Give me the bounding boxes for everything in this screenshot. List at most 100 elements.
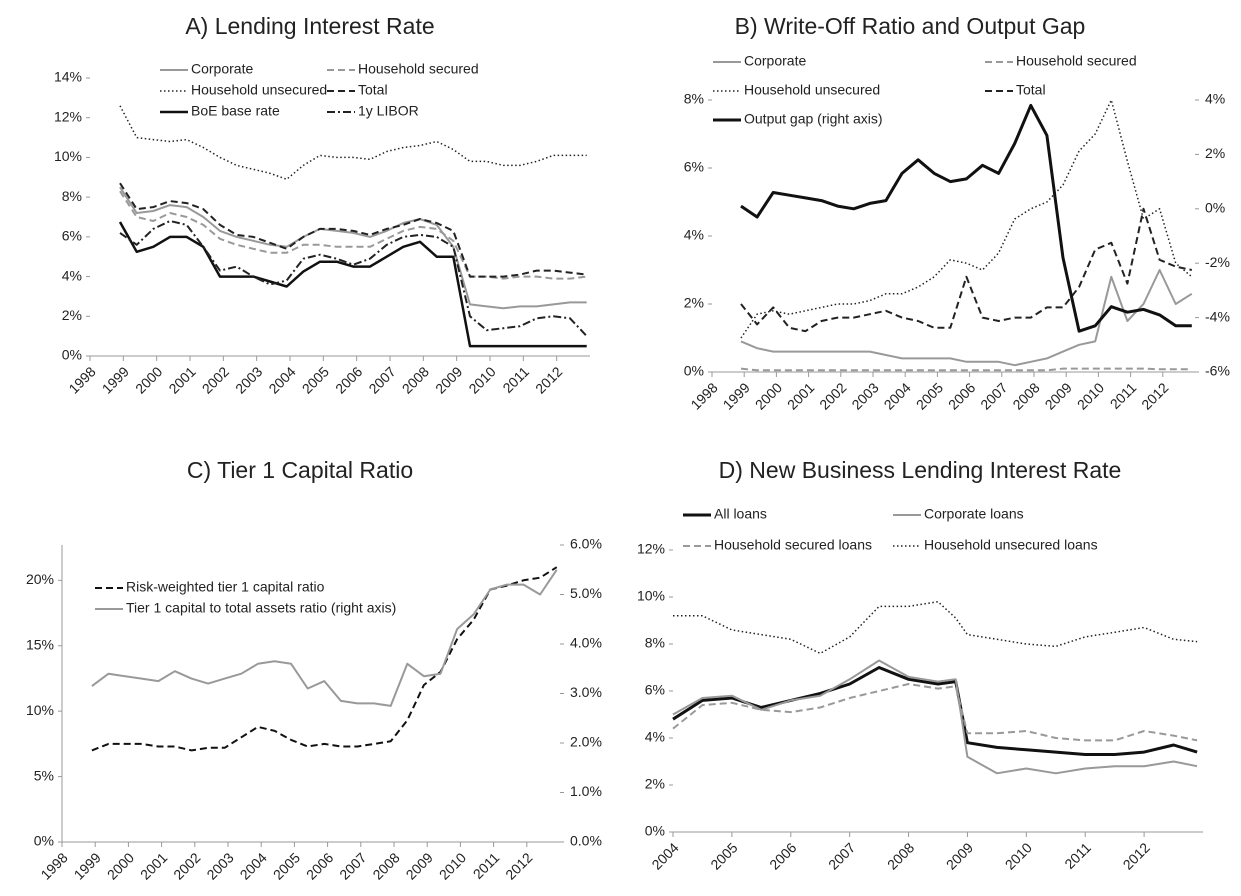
- series-line: [91, 566, 558, 752]
- legend-label: Household secured: [358, 61, 479, 77]
- series-line: [119, 186, 587, 310]
- y-tick-label: 2%: [645, 776, 665, 792]
- y-tick-label: 2%: [62, 307, 82, 323]
- x-tick-label: 2002: [199, 363, 232, 396]
- y2-tick-label: 4%: [1205, 91, 1225, 107]
- x-tick-label: 2008: [369, 849, 402, 882]
- series-line: [673, 600, 1198, 655]
- series-line: [672, 683, 1198, 742]
- y2-tick-label: 2.0%: [570, 734, 602, 750]
- series-line: [740, 367, 1192, 372]
- y2-tick-label: 6.0%: [570, 536, 602, 552]
- x-tick-label: 2007: [825, 839, 858, 872]
- series-line: [740, 99, 1193, 339]
- y2-tick-label: -6%: [1205, 363, 1230, 379]
- legend-label: Tier 1 capital to total assets ratio (ri…: [126, 600, 396, 616]
- x-tick-label: 2002: [816, 379, 849, 412]
- x-tick-label: 2006: [945, 379, 978, 412]
- legend-label: Household unsecured loans: [924, 537, 1098, 553]
- legend-label: Total: [1016, 82, 1046, 98]
- x-tick-label: 2000: [752, 379, 785, 412]
- x-tick-label: 2005: [913, 379, 946, 412]
- x-tick-label: 1998: [687, 379, 720, 412]
- legend-label: Household secured loans: [714, 537, 872, 553]
- x-tick-label: 2004: [881, 379, 914, 412]
- x-tick-label: 2006: [332, 363, 365, 396]
- x-tick-label: 2009: [943, 839, 976, 872]
- panel-title: A) Lending Interest Rate: [185, 13, 434, 39]
- x-tick-label: 2011: [1061, 839, 1094, 872]
- series-line: [740, 207, 1193, 333]
- x-tick-label: 2005: [707, 839, 740, 872]
- legend-label: Total: [358, 82, 388, 98]
- legend-label: Risk-weighted tier 1 capital ratio: [126, 579, 325, 595]
- x-tick-label: 2007: [365, 363, 398, 396]
- y-tick-label: 0%: [34, 833, 54, 849]
- series-line: [91, 569, 558, 707]
- x-tick-label: 2006: [766, 839, 799, 872]
- x-tick-label: 1999: [720, 379, 753, 412]
- x-tick-label: 2001: [137, 849, 170, 882]
- series-line: [672, 659, 1198, 775]
- y-tick-label: 10%: [54, 148, 82, 164]
- x-tick-label: 2011: [1107, 379, 1140, 412]
- legend-label: Corporate: [191, 61, 253, 77]
- x-tick-label: 2003: [848, 379, 881, 412]
- panel-title: C) Tier 1 Capital Ratio: [187, 457, 413, 483]
- legend-label: Corporate loans: [924, 506, 1024, 522]
- y2-tick-label: -2%: [1205, 254, 1230, 270]
- series-line: [119, 220, 588, 337]
- x-tick-label: 2006: [303, 849, 336, 882]
- y2-tick-label: 1.0%: [570, 783, 602, 799]
- series-line: [118, 221, 587, 348]
- x-tick-label: 2012: [532, 363, 565, 396]
- y-tick-label: 8%: [684, 91, 704, 107]
- y-tick-label: 20%: [26, 571, 54, 587]
- x-tick-label: 2005: [270, 849, 303, 882]
- x-tick-label: 1999: [71, 849, 104, 882]
- y-tick-label: 5%: [34, 767, 54, 783]
- series-line: [672, 666, 1198, 756]
- x-tick-label: 2004: [648, 839, 681, 872]
- y-tick-label: 6%: [645, 682, 665, 698]
- x-tick-label: 2003: [203, 849, 236, 882]
- series-line: [740, 269, 1193, 367]
- y-tick-label: 4%: [62, 267, 82, 283]
- x-tick-label: 2004: [237, 849, 270, 882]
- x-tick-label: 1998: [65, 363, 98, 396]
- panel: D) New Business Lending Interest Rate0%2…: [637, 457, 1203, 873]
- series-line: [740, 103, 1192, 333]
- x-tick-label: 2011: [499, 363, 532, 396]
- panel-title: B) Write-Off Ratio and Output Gap: [735, 13, 1086, 39]
- x-tick-label: 2000: [132, 363, 165, 396]
- y-tick-label: 6%: [62, 228, 82, 244]
- legend-label: Household secured: [1016, 53, 1137, 69]
- x-tick-label: 2009: [432, 363, 465, 396]
- legend-label: BoE base rate: [191, 103, 280, 119]
- x-tick-label: 2002: [170, 849, 203, 882]
- x-tick-label: 2012: [502, 849, 535, 882]
- x-tick-label: 2008: [399, 363, 432, 396]
- y2-tick-label: -4%: [1205, 308, 1230, 324]
- panel: A) Lending Interest Rate 0% 2% 4% 6% 8% 10% 12%…: [54, 13, 590, 397]
- x-tick-label: 2010: [1074, 379, 1107, 412]
- x-tick-label: 2012: [1138, 379, 1171, 412]
- x-tick-label: 2007: [977, 379, 1010, 412]
- x-tick-label: 1998: [37, 849, 70, 882]
- y-tick-label: 0%: [645, 823, 665, 839]
- series-line: [119, 182, 587, 278]
- x-tick-label: 2009: [403, 849, 436, 882]
- x-tick-label: 2005: [299, 363, 332, 396]
- y2-tick-label: 0%: [1205, 200, 1225, 216]
- legend-label: Output gap (right axis): [744, 111, 883, 127]
- legend-label: Corporate: [744, 53, 806, 69]
- y2-tick-label: 0.0%: [570, 833, 602, 849]
- x-tick-label: 2008: [1009, 379, 1042, 412]
- y-tick-label: 12%: [54, 108, 82, 124]
- x-tick-label: 2008: [884, 839, 917, 872]
- x-tick-label: 2010: [1002, 839, 1035, 872]
- y-tick-label: 0%: [62, 347, 82, 363]
- x-tick-label: 2007: [336, 849, 369, 882]
- x-tick-label: 2010: [436, 849, 469, 882]
- legend-label: 1y LIBOR: [358, 103, 419, 119]
